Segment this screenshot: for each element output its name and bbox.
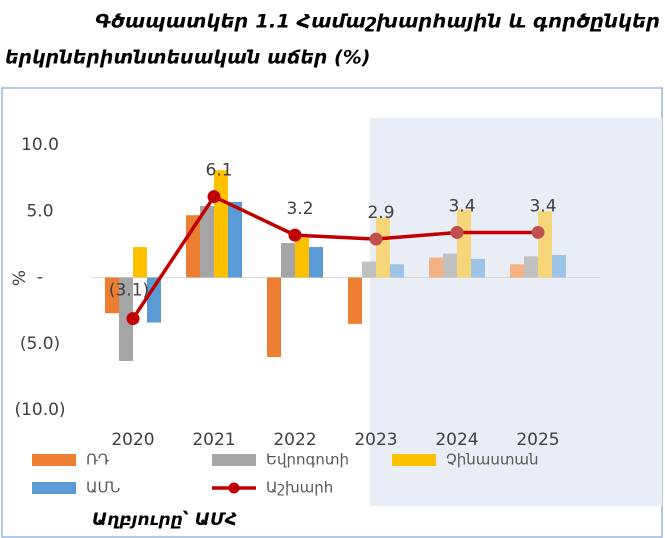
bar: [228, 201, 242, 278]
line-point: [369, 232, 383, 246]
y-tick-label: (10.0): [14, 400, 65, 420]
bar: [443, 253, 457, 278]
data-label: (3.1): [109, 281, 149, 301]
data-label: 3.2: [286, 199, 313, 219]
legend-label: ԱՄՆ: [86, 479, 120, 497]
x-tick-label: 2022: [273, 430, 316, 450]
line: [131, 194, 538, 320]
bar: [119, 277, 133, 361]
data-label: 3.4: [529, 196, 556, 216]
legend-label: Եվրոգոտի: [266, 451, 349, 469]
x-tick-label: 2023: [354, 430, 397, 450]
bar: [295, 237, 309, 278]
bar: [348, 277, 362, 324]
bar: [147, 277, 161, 323]
y-tick-label: 10.0: [21, 135, 59, 155]
y-axis-label: %: [10, 270, 30, 286]
forecast-shade: [370, 118, 662, 506]
bar: [186, 215, 200, 278]
bar: [429, 257, 443, 278]
y-tick-label: 5.0: [26, 201, 53, 221]
line-point: [126, 312, 140, 326]
bar: [552, 254, 566, 278]
chart-title: երկրներիտնտեսական աճեր (%): [5, 47, 370, 69]
legend-swatch: [32, 454, 76, 466]
bar: [362, 261, 376, 278]
bar: [510, 264, 524, 278]
legend-label: Աշխարհ: [266, 479, 333, 497]
x-tick-label: 2024: [435, 430, 478, 450]
legend-swatch: [212, 454, 256, 466]
data-label: 3.4: [448, 196, 475, 216]
x-tick-label: 2025: [516, 430, 559, 450]
y-tick-label: (5.0): [20, 334, 60, 354]
legend-label: ՌԴ: [86, 451, 109, 469]
legend-swatch: [32, 482, 76, 494]
y-tick-label: -: [37, 268, 43, 288]
bar: [200, 205, 214, 278]
line-point: [450, 225, 464, 239]
bar: [524, 256, 538, 278]
legend-label: Չինաստան: [446, 451, 539, 469]
legend-swatch: [228, 482, 240, 494]
bar: [281, 243, 295, 278]
bar: [309, 247, 323, 278]
bar: [471, 258, 485, 278]
chart-title: Գծապատկեր 1.1 Համաշխարհային և գործընկեր: [95, 11, 660, 33]
bar: [133, 247, 147, 278]
bar: [267, 277, 281, 357]
source-note: Աղբյուրը՝ ԱՄՀ: [92, 509, 237, 530]
line-point: [207, 190, 221, 204]
bar: [538, 211, 552, 278]
bar: [214, 170, 228, 278]
x-tick-label: 2021: [192, 430, 235, 450]
line-point: [288, 228, 302, 242]
x-tick-label: 2020: [111, 430, 154, 450]
data-label: 2.9: [367, 203, 394, 223]
bar: [390, 264, 404, 278]
legend-swatch: [392, 454, 436, 466]
bar: [457, 209, 471, 278]
data-label: 6.1: [205, 161, 232, 181]
bar: [105, 277, 119, 314]
bar: [376, 217, 390, 278]
line-point: [531, 225, 545, 239]
